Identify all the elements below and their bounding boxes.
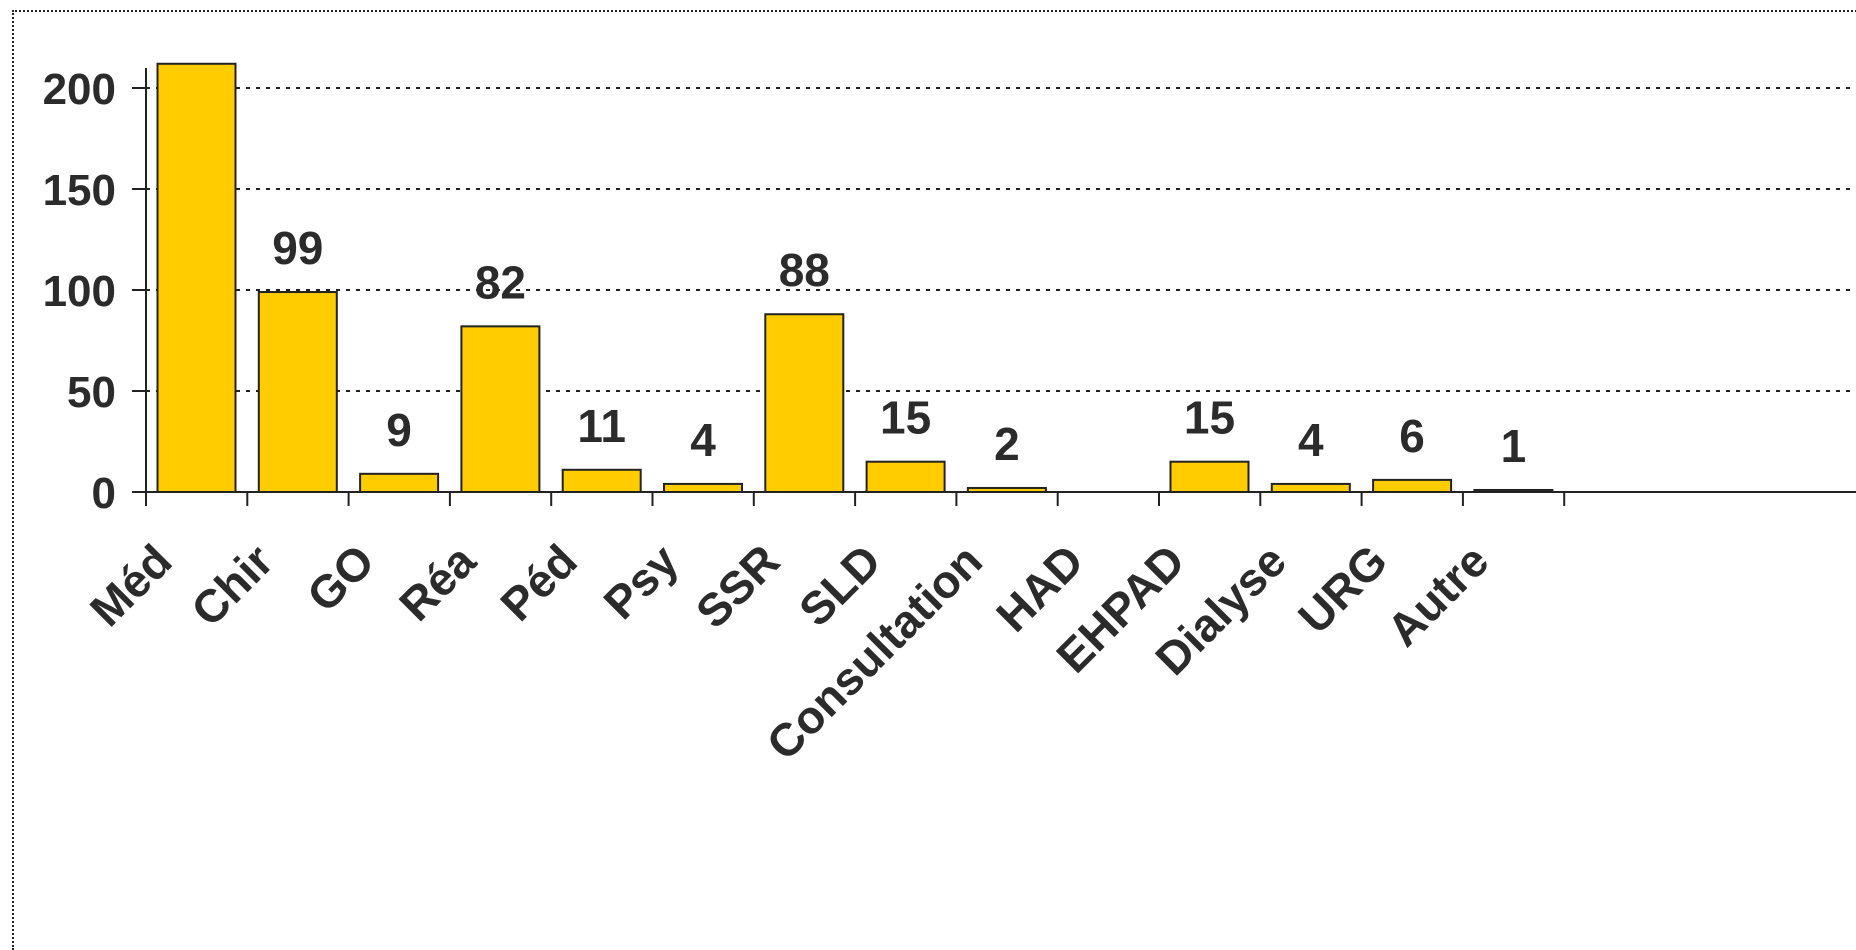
bar-péd <box>561 468 642 493</box>
y-tick-label: 50 <box>67 368 116 417</box>
data-label: 4 <box>690 414 716 466</box>
bar-go <box>359 472 440 494</box>
y-tick-label: 150 <box>43 166 116 215</box>
data-label: 88 <box>779 244 830 296</box>
bar-méd <box>156 62 237 493</box>
x-category-label: Péd <box>490 534 586 630</box>
data-label: 4 <box>1298 414 1324 466</box>
x-category-label: Chir <box>181 534 283 636</box>
data-label: 15 <box>880 392 931 444</box>
bar-chir <box>257 291 338 493</box>
data-label: 15 <box>1184 392 1235 444</box>
x-category-label: Psy <box>593 534 688 629</box>
x-category-label: URG <box>1288 534 1397 643</box>
y-tick-label: 0 <box>92 469 116 518</box>
data-label: 9 <box>386 404 412 456</box>
bar-réa <box>460 325 541 493</box>
bar-psy <box>663 482 743 494</box>
bar-urg <box>1372 478 1453 494</box>
bar-dialyse <box>1270 482 1351 494</box>
y-tick-label: 100 <box>43 267 116 316</box>
bar-ehpad <box>1169 460 1250 494</box>
x-category-label: SSR <box>686 534 790 638</box>
data-label: 2 <box>994 418 1020 470</box>
x-category-label: Réa <box>389 534 486 631</box>
data-label: 82 <box>475 256 526 308</box>
data-label: 6 <box>1399 410 1425 462</box>
x-category-label: Méd <box>80 534 182 636</box>
bar-sld <box>865 460 946 494</box>
x-category-label: GO <box>297 534 384 621</box>
x-category-label: Autre <box>1377 534 1499 656</box>
bar-ssr <box>764 313 845 493</box>
chart-frame <box>12 10 1856 950</box>
y-tick-label: 200 <box>43 65 116 114</box>
data-label: 99 <box>272 222 323 274</box>
data-label: 11 <box>577 400 626 452</box>
data-label: 1 <box>1501 420 1527 472</box>
